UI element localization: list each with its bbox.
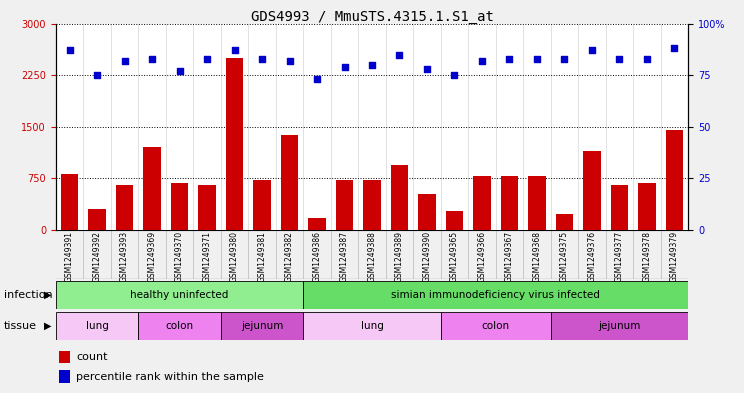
Bar [638,183,656,230]
Bar [666,130,684,230]
Point [586,47,598,53]
Text: jejunum: jejunum [241,321,283,331]
Point [421,66,433,72]
Bar [528,176,546,230]
Text: GSM1249368: GSM1249368 [533,231,542,282]
Text: GSM1249388: GSM1249388 [368,231,376,282]
Text: simian immunodeficiency virus infected: simian immunodeficiency virus infected [391,290,600,300]
Text: colon: colon [481,321,510,331]
Bar [115,185,133,230]
Bar [56,281,304,309]
Text: GSM1249380: GSM1249380 [230,231,239,282]
Bar [501,176,519,230]
Text: GSM1249371: GSM1249371 [202,231,211,282]
Text: GSM1249393: GSM1249393 [120,231,129,282]
Text: GDS4993 / MmuSTS.4315.1.S1_at: GDS4993 / MmuSTS.4315.1.S1_at [251,10,493,24]
Text: count: count [76,352,108,362]
Text: GSM1249378: GSM1249378 [643,231,652,282]
Bar [198,185,216,230]
Text: GSM1249376: GSM1249376 [588,231,597,282]
Bar [556,214,574,230]
Point [641,55,653,62]
Text: GSM1249365: GSM1249365 [450,231,459,282]
Bar [59,351,71,363]
Text: GSM1249369: GSM1249369 [147,231,156,282]
Point [146,55,158,62]
Text: healthy uninfected: healthy uninfected [130,290,228,300]
Text: colon: colon [165,321,193,331]
Point [339,64,350,70]
Bar [304,281,688,309]
Bar [59,371,71,383]
Text: GSM1249392: GSM1249392 [92,231,101,282]
Point [531,55,543,62]
Text: lung: lung [86,321,109,331]
Bar [336,180,353,230]
Text: infection: infection [4,290,52,300]
Bar [440,312,551,340]
Point [256,55,268,62]
Text: GSM1249379: GSM1249379 [670,231,679,282]
Bar [60,174,78,230]
Point [91,72,103,78]
Bar [88,209,106,230]
Point [449,72,461,78]
Bar [225,58,243,230]
Text: percentile rank within the sample: percentile rank within the sample [76,371,264,382]
Text: ▶: ▶ [44,321,51,331]
Text: GSM1249387: GSM1249387 [340,231,349,282]
Text: GSM1249390: GSM1249390 [423,231,432,282]
Point [118,58,130,64]
Text: GSM1249377: GSM1249377 [615,231,624,282]
Text: lung: lung [361,321,383,331]
Point [63,47,75,53]
Bar [221,312,304,340]
Point [311,76,323,83]
Bar [583,151,601,230]
Bar [551,312,688,340]
Text: GSM1249381: GSM1249381 [257,231,266,282]
Text: GSM1249367: GSM1249367 [505,231,514,282]
Bar [143,147,161,230]
Text: ▶: ▶ [44,290,51,300]
Bar [170,183,188,230]
Bar [138,312,221,340]
Bar [280,135,298,230]
Bar [253,180,271,230]
Text: GSM1249370: GSM1249370 [175,231,184,282]
Text: tissue: tissue [4,321,36,331]
Bar [304,312,440,340]
Point [614,55,626,62]
Point [476,58,488,64]
Point [173,68,185,74]
Text: GSM1249386: GSM1249386 [312,231,321,282]
Bar [391,165,408,230]
Point [283,58,295,64]
Text: jejunum: jejunum [598,321,641,331]
Text: GSM1249375: GSM1249375 [560,231,569,282]
Point [201,55,213,62]
Bar [446,211,464,230]
Text: GSM1249391: GSM1249391 [65,231,74,282]
Bar [56,312,138,340]
Point [559,55,571,62]
Point [366,62,378,68]
Bar [611,185,629,230]
Bar [363,180,381,230]
Point [669,45,681,51]
Point [228,47,240,53]
Text: GSM1249366: GSM1249366 [478,231,487,282]
Text: GSM1249382: GSM1249382 [285,231,294,282]
Bar [308,218,326,230]
Text: GSM1249389: GSM1249389 [395,231,404,282]
Point [504,55,516,62]
Bar [418,194,436,230]
Bar [473,176,491,230]
Point [394,51,405,58]
